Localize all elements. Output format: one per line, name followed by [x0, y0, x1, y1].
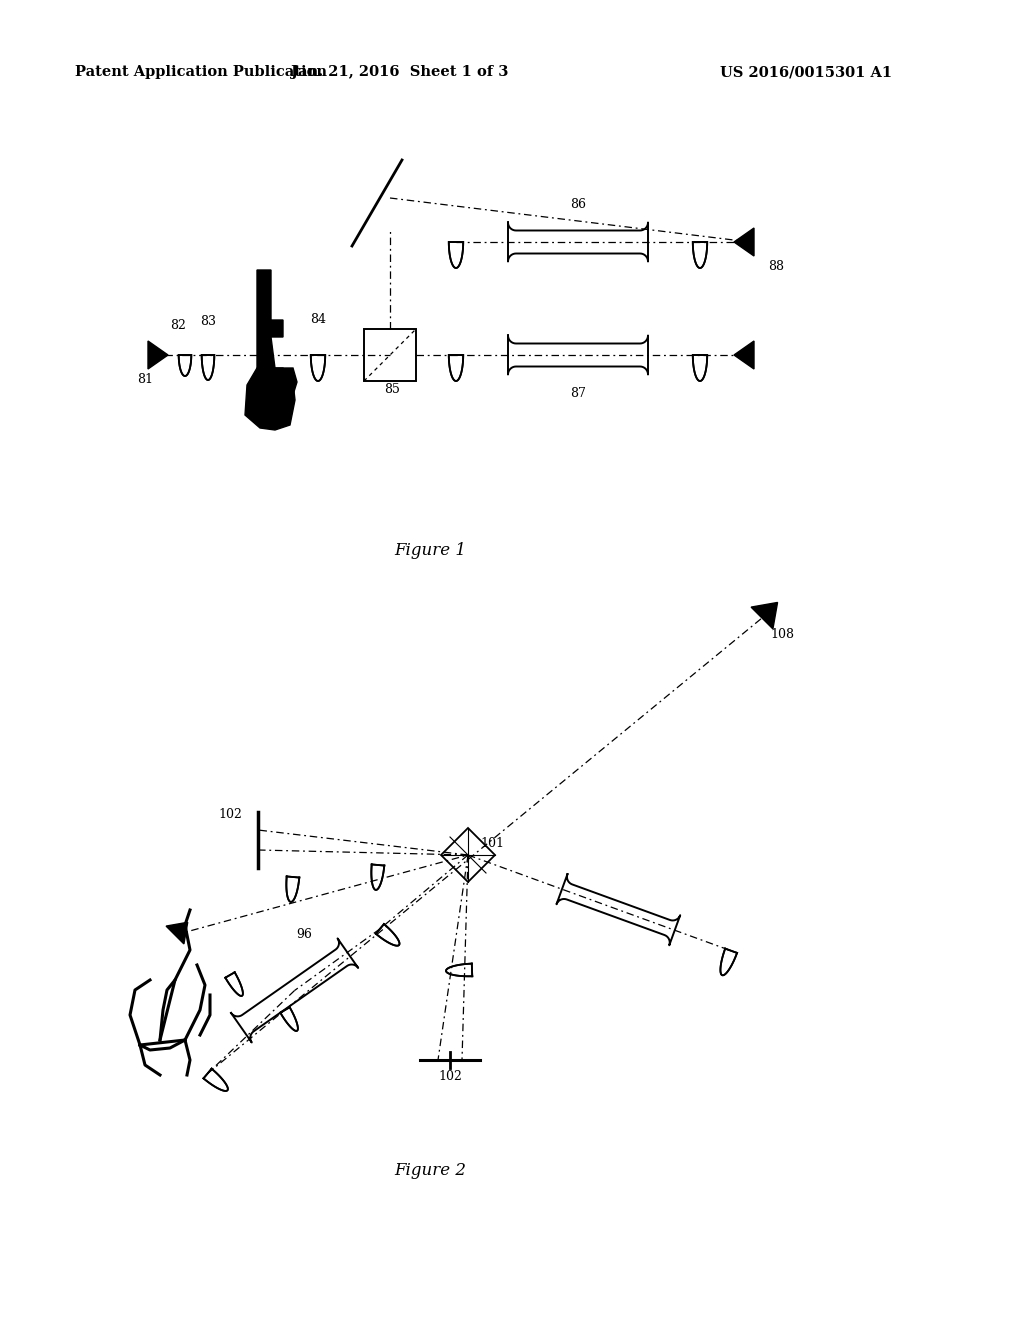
- Text: 85: 85: [384, 383, 400, 396]
- Text: 81: 81: [137, 374, 153, 385]
- Text: 84: 84: [310, 313, 326, 326]
- Text: 102: 102: [438, 1071, 462, 1082]
- Text: Jan. 21, 2016  Sheet 1 of 3: Jan. 21, 2016 Sheet 1 of 3: [291, 65, 509, 79]
- Polygon shape: [257, 271, 283, 378]
- Polygon shape: [166, 923, 187, 944]
- Polygon shape: [752, 602, 777, 628]
- Text: US 2016/0015301 A1: US 2016/0015301 A1: [720, 65, 892, 79]
- Text: 96: 96: [297, 928, 312, 941]
- Text: 88: 88: [768, 260, 784, 273]
- Text: Figure 2: Figure 2: [394, 1162, 466, 1179]
- Text: 82: 82: [170, 319, 186, 333]
- Polygon shape: [275, 368, 297, 395]
- Text: Patent Application Publication: Patent Application Publication: [75, 65, 327, 79]
- Polygon shape: [734, 228, 754, 256]
- Text: 87: 87: [570, 387, 586, 400]
- Polygon shape: [734, 341, 754, 370]
- Polygon shape: [245, 368, 295, 430]
- Text: 86: 86: [570, 198, 586, 211]
- Text: 83: 83: [200, 315, 216, 327]
- Text: Figure 1: Figure 1: [394, 543, 466, 558]
- Text: 101: 101: [480, 837, 504, 850]
- Polygon shape: [148, 341, 168, 370]
- Text: 102: 102: [218, 808, 242, 821]
- Text: 108: 108: [770, 628, 794, 642]
